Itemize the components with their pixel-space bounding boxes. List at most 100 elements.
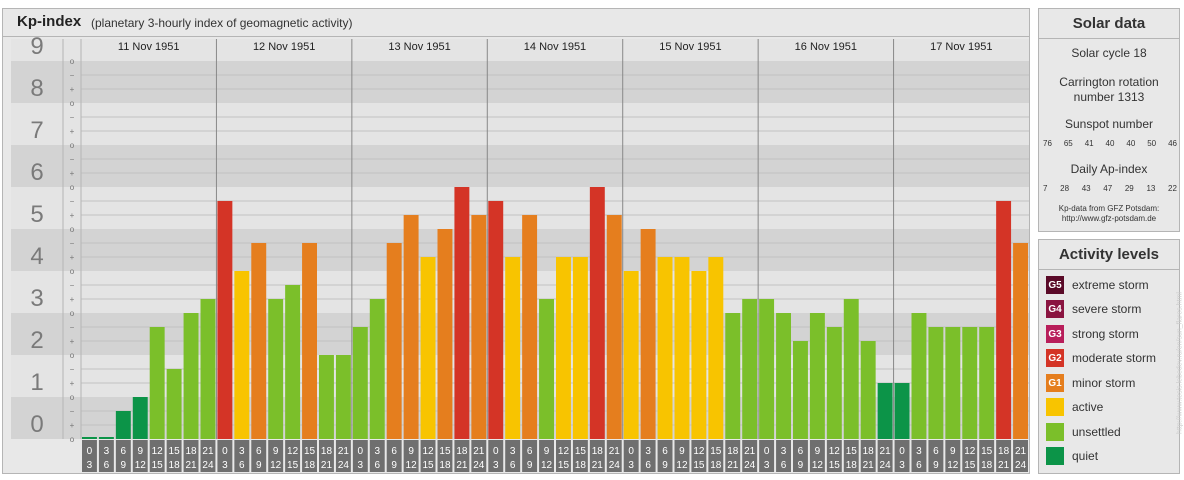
interval-start-label: 21 — [202, 446, 214, 457]
interval-end-label: 9 — [121, 460, 127, 471]
interval-start-label: 6 — [121, 446, 127, 457]
sunspot-values: 76 65 41 40 40 50 46 — [1043, 139, 1177, 148]
day-label: 13 Nov 1951 — [388, 41, 450, 53]
interval-start-label: 21 — [609, 446, 621, 457]
watermark-text: http://www.tesis.lebedev.ru/en/sun_flare… — [1176, 292, 1184, 434]
interval-start-label: 18 — [592, 446, 604, 457]
interval-end-label: 21 — [998, 460, 1010, 471]
interval-start-label: 9 — [679, 446, 685, 457]
kp-bar — [369, 299, 385, 439]
interval-end-label: 18 — [304, 460, 316, 471]
interval-box — [302, 440, 317, 472]
ap-value: 13 — [1146, 184, 1156, 193]
kp-bar — [352, 326, 368, 439]
interval-box — [386, 440, 402, 472]
legend-swatch — [1046, 423, 1064, 441]
interval-end-label: 24 — [338, 460, 350, 471]
interval-start-label: 9 — [950, 446, 956, 457]
minor-tick-label: o — [70, 309, 75, 318]
kp-bar — [335, 355, 351, 439]
interval-box — [843, 440, 859, 472]
interval-end-label: 9 — [662, 460, 668, 471]
kp-bar — [234, 271, 250, 439]
interval-start-label: 0 — [899, 446, 905, 457]
y-tick-label: 8 — [30, 75, 43, 102]
kp-bar — [708, 257, 724, 439]
interval-end-label: 18 — [846, 460, 858, 471]
legend-item-strong-storm: G3 strong storm — [1046, 324, 1139, 344]
interval-start-label: 0 — [222, 446, 228, 457]
legend-label: strong storm — [1072, 327, 1139, 341]
kp-bar — [454, 187, 470, 439]
interval-box — [657, 440, 673, 472]
interval-end-label: 3 — [87, 460, 93, 471]
legend-label: unsettled — [1072, 425, 1121, 439]
interval-start-label: 9 — [815, 446, 821, 457]
interval-end-label: 6 — [104, 460, 110, 471]
interval-box — [996, 440, 1012, 472]
minor-tick-label: − — [70, 113, 75, 122]
kp-band — [11, 187, 1029, 229]
interval-box — [640, 440, 656, 472]
kp-bar — [556, 257, 571, 439]
ap-value: 47 — [1103, 184, 1113, 193]
interval-box — [132, 440, 148, 472]
kp-bar — [386, 242, 402, 439]
sunspot-value: 65 — [1063, 139, 1073, 148]
interval-box — [539, 440, 554, 472]
legend-label: active — [1072, 400, 1104, 414]
interval-box — [200, 440, 216, 472]
kp-bar — [217, 200, 233, 439]
interval-start-label: 0 — [493, 446, 499, 457]
interval-end-label: 6 — [510, 460, 516, 471]
interval-box — [708, 440, 724, 472]
interval-start-label: 6 — [256, 446, 262, 457]
legend-item-active: active — [1046, 397, 1103, 417]
sunspot-value: 76 — [1043, 139, 1052, 148]
kp-bar — [776, 313, 791, 439]
interval-end-label: 6 — [781, 460, 787, 471]
interval-end-label: 24 — [1015, 460, 1027, 471]
interval-start-label: 21 — [338, 446, 350, 457]
interval-box — [623, 440, 639, 472]
interval-end-label: 24 — [473, 460, 485, 471]
interval-box — [962, 440, 978, 472]
legend-item-extreme-storm: G5 extreme storm — [1046, 275, 1149, 295]
interval-end-label: 15 — [152, 460, 164, 471]
interval-box — [572, 440, 588, 472]
interval-end-label: 12 — [406, 460, 418, 471]
interval-box — [556, 440, 571, 472]
kp-chart-panel: Kp-index (planetary 3-hourly index of ge… — [2, 8, 1030, 474]
minor-tick-label: o — [70, 393, 75, 402]
kp-bar — [979, 326, 995, 439]
day-label: 11 Nov 1951 — [118, 41, 180, 53]
interval-end-label: 12 — [135, 460, 147, 471]
interval-start-label: 21 — [744, 446, 756, 457]
interval-box — [335, 440, 351, 472]
interval-box — [979, 440, 995, 472]
kp-bar — [488, 200, 504, 439]
interval-start-label: 15 — [575, 446, 587, 457]
kp-bar — [302, 242, 317, 439]
kp-bar — [285, 284, 301, 439]
interval-start-label: 18 — [456, 446, 468, 457]
minor-tick-label: + — [70, 253, 75, 262]
interval-start-label: 9 — [408, 446, 414, 457]
interval-start-label: 3 — [374, 446, 380, 457]
kp-bar — [149, 326, 165, 439]
interval-start-label: 0 — [87, 446, 93, 457]
kp-bar — [877, 383, 893, 439]
interval-end-label: 9 — [527, 460, 533, 471]
interval-start-label: 0 — [358, 446, 364, 457]
chart-title: Kp-index — [17, 13, 82, 30]
interval-box — [403, 440, 419, 472]
interval-box — [251, 440, 267, 472]
y-tick-label: 3 — [30, 285, 43, 312]
legend-swatch: G2 — [1046, 349, 1064, 367]
minor-tick-label: o — [70, 183, 75, 192]
interval-end-label: 3 — [764, 460, 770, 471]
kp-band — [11, 39, 1029, 61]
interval-start-label: 12 — [964, 446, 976, 457]
legend-swatch: G3 — [1046, 325, 1064, 343]
legend-item-quiet: quiet — [1046, 446, 1098, 466]
